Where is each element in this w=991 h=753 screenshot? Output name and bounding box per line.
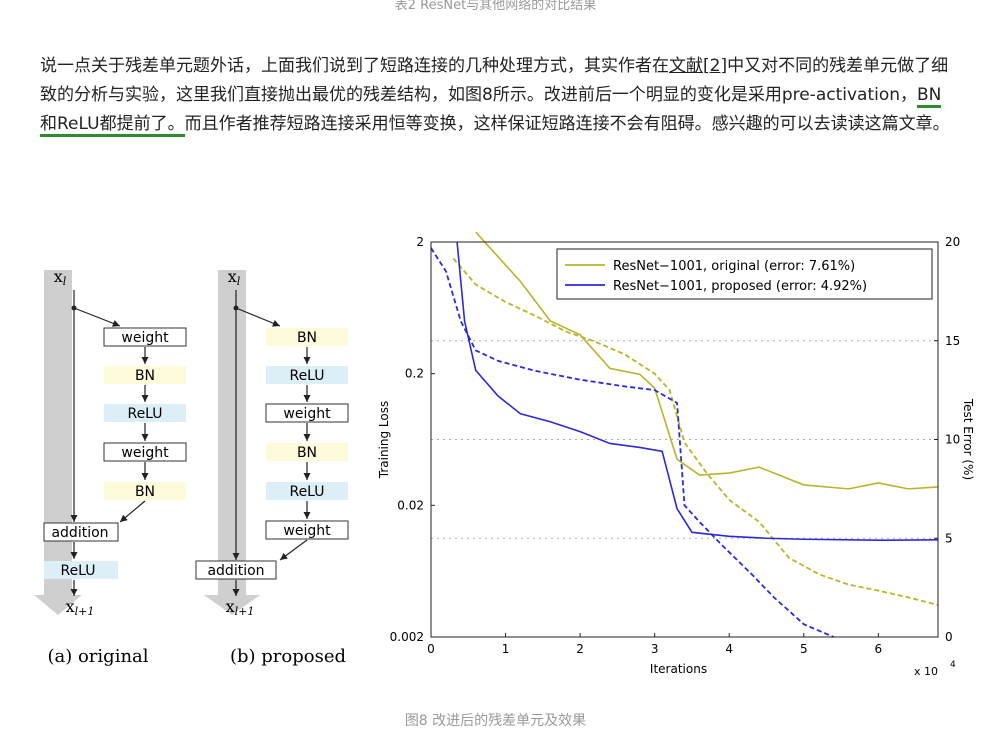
x-tick-label: 3 bbox=[651, 642, 659, 656]
y-left-tick-label: 0.02 bbox=[397, 498, 424, 512]
svg-text:ReLU: ReLU bbox=[289, 368, 324, 384]
prop-bn-1 bbox=[266, 328, 348, 346]
svg-text:addition: addition bbox=[207, 563, 264, 579]
orig-bn-2 bbox=[104, 482, 186, 500]
svg-text:weight: weight bbox=[121, 445, 169, 461]
orig-relu-after bbox=[44, 561, 118, 579]
y-left-axis-label: Training Loss bbox=[377, 401, 391, 479]
proposed-caption: (b) proposed bbox=[230, 646, 346, 667]
input-x-label: xl bbox=[54, 267, 67, 288]
proposed-unit: xl BN ReLU weight BN ReLU weight additio… bbox=[195, 267, 349, 667]
legend-box bbox=[556, 248, 933, 300]
legend-label-1: ResNet−1001, proposed (error: 4.92%) bbox=[613, 279, 867, 294]
svg-text:xl+1: xl+1 bbox=[226, 597, 255, 618]
test-error-line-1 bbox=[456, 241, 939, 542]
x-tick-label: 0 bbox=[427, 642, 435, 656]
y-left-tick-label: 0.2 bbox=[405, 367, 424, 381]
prop-weight-2 bbox=[265, 520, 349, 540]
svg-text:BN: BN bbox=[297, 445, 317, 461]
prop-weight-1 bbox=[265, 403, 349, 423]
y-left-tick-label: 0.002 bbox=[390, 630, 424, 644]
orig-addition bbox=[43, 522, 119, 542]
legend-label-0: ResNet−1001, original (error: 7.61%) bbox=[613, 259, 855, 274]
x-tick-label: 6 bbox=[875, 642, 883, 656]
y-right-tick-label: 5 bbox=[945, 531, 953, 545]
original-unit: xl weight BN ReLU weight BN addition ReL… bbox=[34, 267, 187, 667]
y-right-axis-label: Test Error (%) bbox=[961, 398, 974, 480]
figure-caption: 图8 改进后的残差单元及效果 bbox=[404, 713, 587, 729]
train-loss-line-1 bbox=[430, 247, 834, 638]
x-tick-label: 4 bbox=[725, 642, 733, 656]
y-right-tick-label: 0 bbox=[945, 630, 953, 644]
prop-bn-2 bbox=[266, 443, 348, 461]
y-right-tick-label: 15 bbox=[945, 334, 960, 348]
orig-bn-1 bbox=[104, 366, 186, 384]
prop-relu-1 bbox=[266, 366, 348, 384]
test-error-line-0 bbox=[475, 232, 939, 490]
x-tick-label: 2 bbox=[576, 642, 584, 656]
svg-text:ReLU: ReLU bbox=[289, 484, 324, 500]
residual-unit-diagram: xl weight BN ReLU weight BN addition ReL… bbox=[34, 267, 349, 667]
svg-text:weight: weight bbox=[283, 406, 331, 422]
svg-text:xl: xl bbox=[228, 267, 241, 288]
svg-text:BN: BN bbox=[297, 330, 317, 346]
x-tick-label: 1 bbox=[502, 642, 510, 656]
svg-text:ReLU: ReLU bbox=[60, 563, 95, 579]
output-x-label: xl+1 bbox=[66, 597, 95, 618]
orig-weight-1 bbox=[103, 327, 187, 347]
prop-relu-2 bbox=[266, 482, 348, 500]
svg-text:weight: weight bbox=[121, 330, 169, 346]
svg-text:BN: BN bbox=[135, 368, 155, 384]
train-loss-line-0 bbox=[452, 257, 939, 606]
svg-text:weight: weight bbox=[283, 523, 331, 539]
y-right-tick-label: 10 bbox=[945, 433, 960, 447]
original-caption: (a) original bbox=[47, 646, 148, 667]
prop-addition bbox=[195, 560, 277, 580]
body-paragraph: 说一点关于残差单元题外话，上面我们说到了短路连接的几种处理方式，其实作者在文献[… bbox=[40, 52, 955, 139]
x-multiplier-label: x 10 bbox=[914, 665, 938, 678]
orig-relu-1 bbox=[104, 404, 186, 422]
svg-text:addition: addition bbox=[51, 525, 108, 541]
reference-link[interactable]: 文献[2] bbox=[669, 56, 728, 76]
highlighted-phrase: BN和ReLU都提前了。 bbox=[40, 85, 942, 137]
svg-text:BN: BN bbox=[135, 484, 155, 500]
y-right-tick-label: 20 bbox=[945, 235, 960, 249]
x-multiplier-exponent: 4 bbox=[950, 660, 956, 670]
svg-text:ReLU: ReLU bbox=[127, 406, 162, 422]
x-axis-label: Iterations bbox=[650, 662, 707, 676]
training-curve-chart: 0 1 2 3 4 5 6 2 0.2 0.02 0.002 20 15 10 5 0 Iterations x … bbox=[377, 232, 974, 678]
orig-weight-2 bbox=[103, 442, 187, 462]
previous-table-caption: 表2 ResNet与其他网络的对比结果 bbox=[394, 0, 597, 13]
x-tick-label: 5 bbox=[800, 642, 808, 656]
y-left-tick-label: 2 bbox=[416, 235, 424, 249]
